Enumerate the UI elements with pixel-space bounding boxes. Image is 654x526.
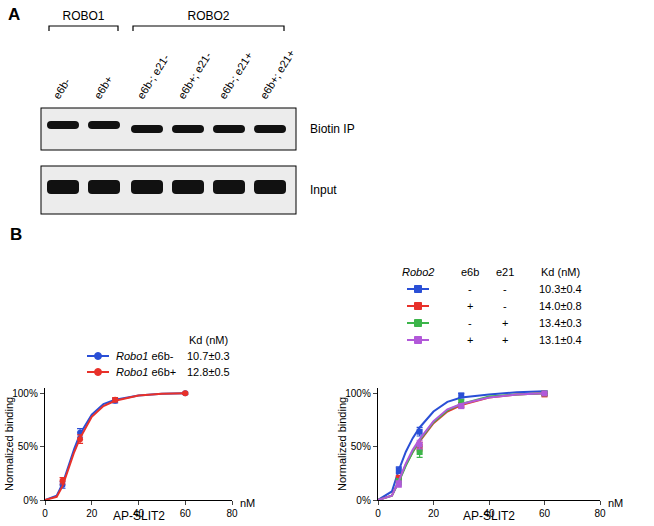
svg-text:e6b-: e6b- (51, 76, 73, 101)
svg-text:AP-SLIT2: AP-SLIT2 (463, 509, 515, 523)
svg-text:0: 0 (42, 508, 48, 519)
svg-text:13.1±0.4: 13.1±0.4 (539, 334, 582, 346)
svg-text:-: - (503, 283, 507, 295)
svg-text:Normalized binding: Normalized binding (336, 397, 348, 491)
svg-text:40: 40 (483, 508, 495, 519)
svg-text:100%: 100% (12, 388, 38, 399)
svg-text:100%: 100% (345, 388, 371, 399)
svg-text:Robo1 e6b-: Robo1 e6b- (116, 350, 174, 362)
svg-text:Kd (nM): Kd (nM) (541, 266, 580, 278)
svg-text:50%: 50% (18, 441, 38, 452)
svg-text:13.4±0.3: 13.4±0.3 (539, 317, 582, 329)
svg-text:Robo2: Robo2 (402, 266, 434, 278)
svg-text:-: - (468, 283, 472, 295)
svg-text:e21: e21 (496, 266, 514, 278)
svg-text:Input: Input (310, 183, 337, 197)
svg-text:80: 80 (226, 508, 238, 519)
svg-text:0: 0 (375, 508, 381, 519)
svg-text:10.7±0.3: 10.7±0.3 (187, 350, 230, 362)
svg-text:ROBO1: ROBO1 (62, 9, 104, 23)
svg-text:Robo1 e6b+: Robo1 e6b+ (116, 366, 176, 378)
svg-text:nM: nM (608, 497, 623, 509)
svg-text:e6b+; e21-: e6b+; e21- (176, 50, 214, 102)
svg-text:10.3±0.4: 10.3±0.4 (539, 283, 582, 295)
svg-text:e6b-; e21+: e6b-; e21+ (217, 50, 255, 101)
svg-text:e6b: e6b (461, 266, 479, 278)
svg-text:+: + (502, 334, 508, 346)
svg-text:-: - (468, 317, 472, 329)
svg-text:20: 20 (86, 508, 98, 519)
svg-text:40: 40 (133, 508, 145, 519)
svg-text:A: A (8, 5, 20, 24)
svg-text:+: + (502, 317, 508, 329)
svg-text:nM: nM (240, 497, 255, 509)
svg-text:14.0±0.8: 14.0±0.8 (539, 300, 582, 312)
svg-text:+: + (467, 300, 473, 312)
svg-text:e6b+; e21+: e6b+; e21+ (258, 47, 298, 101)
svg-text:-: - (503, 300, 507, 312)
svg-text:Kd (nM): Kd (nM) (189, 334, 228, 346)
svg-text:12.8±0.5: 12.8±0.5 (187, 366, 230, 378)
svg-text:e6b-; e21-: e6b-; e21- (135, 52, 172, 101)
svg-text:Normalized binding: Normalized binding (3, 397, 15, 491)
svg-text:20: 20 (428, 508, 440, 519)
svg-text:60: 60 (539, 508, 551, 519)
svg-text:80: 80 (594, 508, 606, 519)
svg-text:Biotin IP: Biotin IP (310, 122, 355, 136)
svg-text:e6b+: e6b+ (92, 74, 115, 101)
svg-text:+: + (467, 334, 473, 346)
svg-text:AP-SLIT2: AP-SLIT2 (113, 509, 165, 523)
svg-text:ROBO2: ROBO2 (187, 9, 229, 23)
svg-text:0%: 0% (356, 495, 371, 506)
svg-text:50%: 50% (351, 441, 371, 452)
svg-text:60: 60 (180, 508, 192, 519)
svg-text:B: B (10, 225, 22, 244)
svg-text:0%: 0% (23, 495, 38, 506)
